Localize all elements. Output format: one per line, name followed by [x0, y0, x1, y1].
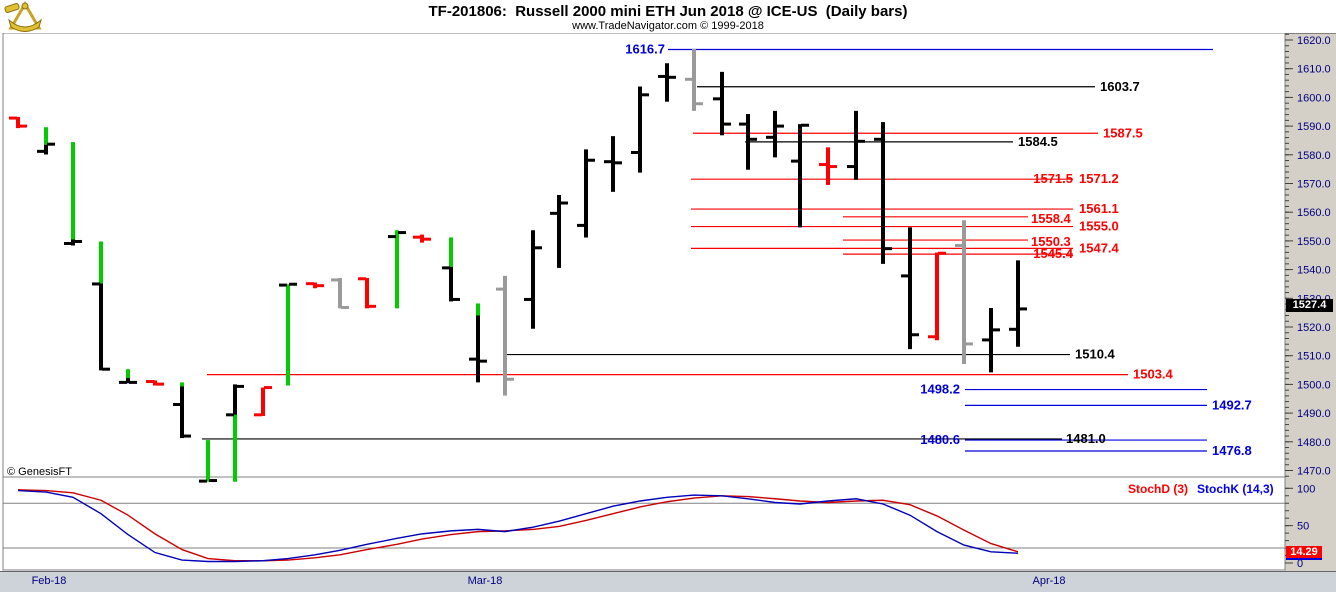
last-price-badge: 1527.4 [1286, 298, 1333, 312]
stoch-axis-label: 0 [1297, 558, 1303, 570]
level-label: 1571.5 [1033, 171, 1073, 186]
price-axis-label: 1520.0 [1297, 322, 1331, 334]
stochd-legend: StochD (3) [1128, 482, 1188, 496]
price-axis-label: 1490.0 [1297, 408, 1331, 420]
chart-header: TF-201806: Russell 2000 mini ETH Jun 201… [0, 0, 1336, 33]
level-label: 1545.4 [1033, 246, 1074, 261]
copyright-label: © GenesisFT [7, 466, 72, 478]
logo-arc [8, 18, 42, 32]
level-label: 1547.4 [1079, 240, 1120, 255]
chart-subtitle: www.TradeNavigator.com © 1999-2018 [572, 20, 764, 32]
tradenavigator-logo [4, 1, 42, 32]
level-label: 1555.0 [1079, 219, 1119, 234]
price-axis-label: 1550.0 [1297, 236, 1331, 248]
level-label: 1616.7 [625, 41, 665, 56]
x-axis-label-mar: Mar-18 [467, 575, 503, 587]
price-axis-label: 1600.0 [1297, 92, 1331, 104]
price-axis-label: 1610.0 [1297, 64, 1331, 76]
stochk-legend: StochK (14,3) [1197, 482, 1274, 496]
price-axis-label: 1560.0 [1297, 207, 1331, 219]
level-label: 1498.2 [920, 382, 960, 397]
price-axis-label: 1590.0 [1297, 121, 1331, 133]
stoch-axis-label: 100 [1297, 483, 1315, 495]
stochd-line [17, 489, 1019, 562]
stoch-panel[interactable] [2, 476, 1286, 571]
chart-title: TF-201806: Russell 2000 mini ETH Jun 201… [428, 3, 908, 20]
logo-pivot [21, 2, 29, 10]
stoch-axis-label: 50 [1297, 521, 1309, 533]
stoch-value-badge: 14.29 [1286, 546, 1322, 561]
price-axis-label: 1480.0 [1297, 437, 1331, 449]
price-axis-strip [1285, 33, 1336, 592]
price-panel[interactable] [2, 32, 1286, 478]
level-label: 1481.0 [1066, 431, 1106, 446]
price-axis-label: 1580.0 [1297, 150, 1331, 162]
level-label: 1510.4 [1075, 347, 1116, 362]
level-label: 1587.5 [1103, 125, 1143, 140]
level-label: 1603.7 [1100, 79, 1140, 94]
level-label: 1480.6 [920, 432, 960, 447]
level-label: 1558.4 [1031, 211, 1072, 226]
x-axis-label-feb: Feb-18 [31, 575, 67, 587]
level-label: 1503.4 [1133, 367, 1174, 382]
price-axis-label: 1470.0 [1297, 466, 1331, 478]
price-axis-label: 1620.0 [1297, 35, 1331, 47]
level-label: 1476.8 [1212, 443, 1252, 458]
level-label: 1571.2 [1079, 171, 1119, 186]
time-axis-strip [0, 571, 1336, 592]
level-label: 1561.1 [1079, 201, 1119, 216]
price-axis-label: 1510.0 [1297, 351, 1331, 363]
stochk-line [17, 489, 1019, 563]
level-label: 1492.7 [1212, 397, 1252, 412]
level-label: 1550.3 [1031, 234, 1071, 249]
logo-scope [4, 3, 20, 13]
price-axis-label: 1540.0 [1297, 265, 1331, 277]
price-axis-label: 1500.0 [1297, 379, 1331, 391]
price-axis-label: 1570.0 [1297, 179, 1331, 191]
level-label: 1584.5 [1018, 134, 1058, 149]
x-axis-label-apr: Apr-18 [1032, 575, 1066, 587]
